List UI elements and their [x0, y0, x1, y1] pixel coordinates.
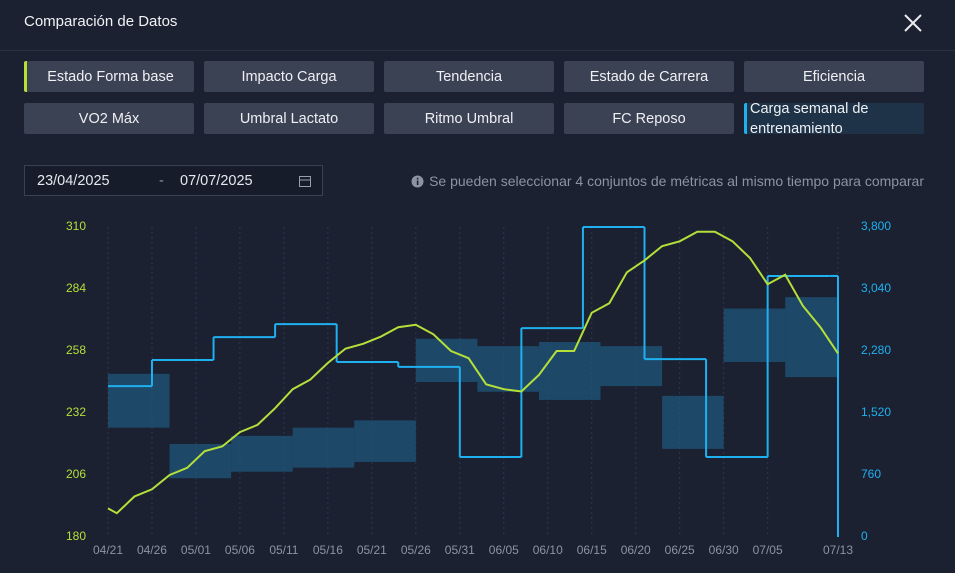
date-to[interactable]: 07/07/2025: [180, 173, 253, 189]
close-button[interactable]: [902, 12, 924, 34]
x-tick-label: 04/26: [137, 543, 167, 557]
x-tick-label: 05/01: [181, 543, 211, 557]
metric-button[interactable]: Eficiencia: [744, 61, 924, 92]
metric-button[interactable]: Ritmo Umbral: [384, 103, 554, 134]
y2-tick-label: 1,520: [861, 405, 891, 419]
y-tick-label: 310: [66, 219, 86, 233]
range-band: [415, 338, 478, 382]
x-tick-label: 07/05: [753, 543, 783, 557]
y2-tick-label: 3,040: [861, 281, 891, 295]
date-separator: -: [159, 173, 164, 189]
date-from[interactable]: 23/04/2025: [37, 173, 110, 189]
range-band: [600, 346, 663, 387]
x-tick-label: 05/06: [225, 543, 255, 557]
x-tick-label: 06/10: [533, 543, 563, 557]
range-band: [169, 444, 232, 479]
range-band: [231, 435, 293, 472]
info-icon: [411, 175, 424, 187]
y2-tick-label: 2,280: [861, 343, 891, 357]
range-band: [292, 427, 355, 468]
y-tick-label: 258: [66, 343, 86, 357]
x-tick-label: 05/26: [401, 543, 431, 557]
x-tick-label: 05/31: [445, 543, 475, 557]
x-tick-label: 06/05: [489, 543, 519, 557]
y-tick-label: 206: [66, 467, 86, 481]
metric-button[interactable]: Estado de Carrera: [564, 61, 734, 92]
line: [107, 230, 839, 515]
metric-button[interactable]: VO2 Máx: [24, 103, 194, 134]
date-range-picker[interactable]: 23/04/2025 - 07/07/2025: [24, 165, 323, 196]
y-tick-label: 232: [66, 405, 86, 419]
y2-tick-label: 3,800: [861, 219, 891, 233]
metric-button[interactable]: Carga semanal de entrenamiento: [744, 101, 924, 137]
x-tick-label: 05/16: [313, 543, 343, 557]
x-tick-label: 05/21: [357, 543, 387, 557]
x-tick-label: 05/11: [269, 543, 298, 557]
range-band: [723, 308, 786, 363]
x-tick-label: 06/15: [577, 543, 607, 557]
metric-button[interactable]: Umbral Lactato: [204, 103, 374, 134]
divider: [0, 50, 955, 51]
y-tick-label: 284: [66, 281, 86, 295]
range-band: [785, 297, 838, 378]
metric-button[interactable]: Impacto Carga: [204, 61, 374, 92]
y-tick-label: 180: [66, 529, 86, 543]
range-band: [662, 395, 724, 449]
dialog-title: Comparación de Datos: [24, 13, 178, 30]
y2-tick-label: 760: [861, 467, 881, 481]
x-tick-label: 04/21: [93, 543, 123, 557]
metric-button[interactable]: Estado Forma base: [24, 61, 194, 92]
note-text: Se pueden seleccionar 4 conjuntos de mét…: [429, 173, 924, 189]
calendar-icon: [299, 176, 311, 187]
x-tick-label: 06/20: [621, 543, 651, 557]
x-tick-label: 06/30: [709, 543, 739, 557]
info-note: Se pueden seleccionar 4 conjuntos de mét…: [411, 173, 924, 189]
y2-tick-label: 0: [861, 529, 868, 543]
range-band: [354, 420, 416, 462]
metric-button[interactable]: FC Reposo: [564, 103, 734, 134]
x-tick-label: 07/13: [823, 543, 853, 557]
range-band: [108, 373, 170, 428]
x-tick-label: 06/25: [665, 543, 695, 557]
metric-button[interactable]: Tendencia: [384, 61, 554, 92]
